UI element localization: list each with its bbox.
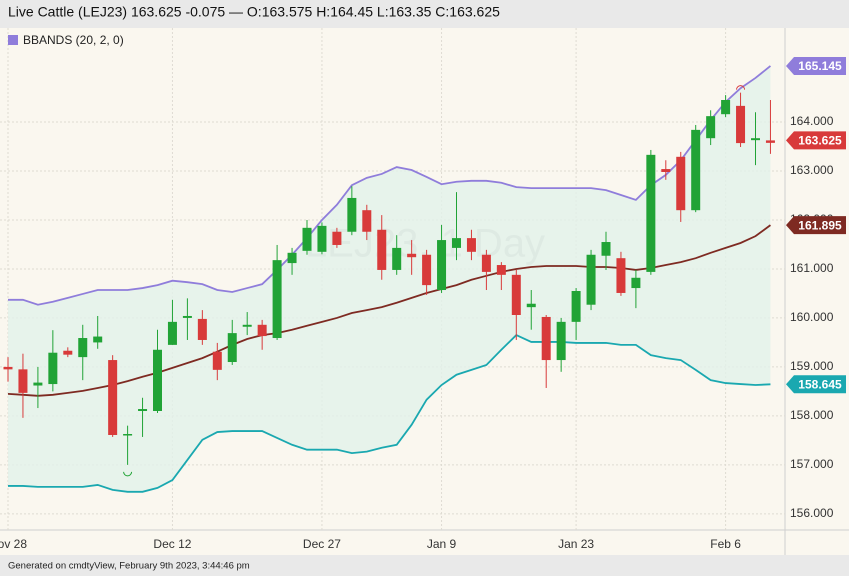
candle-body xyxy=(347,197,357,232)
legend-swatch xyxy=(8,35,18,45)
candle-body xyxy=(138,409,148,411)
candle-body xyxy=(765,140,775,143)
candle-body xyxy=(466,238,476,252)
band-line xyxy=(8,334,771,493)
candle-body xyxy=(511,274,521,315)
candle-body xyxy=(287,252,297,264)
x-tick-label: Jan 23 xyxy=(558,537,594,551)
y-tick-label: 161.000 xyxy=(790,261,834,275)
candle-body xyxy=(93,336,103,343)
value-flag xyxy=(786,375,846,394)
candle-body xyxy=(48,352,58,385)
candle-body xyxy=(377,229,387,270)
y-tick-label: 157.000 xyxy=(790,457,834,471)
candle-body xyxy=(571,290,581,322)
value-flag xyxy=(786,216,846,235)
value-flag xyxy=(786,56,846,75)
candle-body xyxy=(33,382,43,386)
candle-body xyxy=(661,169,671,172)
x-tick-label: Dec 12 xyxy=(153,537,191,551)
chart-title: Live Cattle (LEJ23) 163.625 -0.075 — O:1… xyxy=(8,4,500,20)
candle-body xyxy=(586,254,596,305)
y-tick-label: 163.000 xyxy=(790,163,834,177)
x-tick-label: Feb 6 xyxy=(710,537,741,551)
y-tick-label: 158.000 xyxy=(790,408,834,422)
candle-body xyxy=(362,210,372,232)
candle-body xyxy=(3,366,13,370)
candle-body xyxy=(751,138,760,141)
candle-body xyxy=(63,350,73,355)
candle-body xyxy=(182,315,192,318)
candle-body xyxy=(601,242,611,256)
candle-body xyxy=(227,333,237,363)
value-label: 158.645 xyxy=(798,377,842,391)
candle-body xyxy=(526,303,536,308)
candle-body xyxy=(452,238,461,248)
candle-body xyxy=(272,260,282,339)
candle-body xyxy=(422,254,432,286)
candle-body xyxy=(646,154,656,272)
candle-body xyxy=(332,231,342,245)
value-flag xyxy=(786,131,846,150)
low-marker xyxy=(123,471,133,477)
candle-body xyxy=(317,225,327,252)
candle-body xyxy=(123,434,133,436)
candle-body xyxy=(153,349,162,411)
value-label: 163.625 xyxy=(798,134,842,148)
candle-body xyxy=(197,318,207,340)
y-tick-label: 160.000 xyxy=(790,310,834,324)
y-tick-label: 159.000 xyxy=(790,359,834,373)
candle-body xyxy=(676,156,686,211)
band-fill xyxy=(8,65,771,492)
band-line xyxy=(7,224,771,397)
candle-body xyxy=(212,351,222,370)
header-bar xyxy=(0,0,849,28)
footer-bar xyxy=(0,555,849,576)
x-tick-label: Nov 28 xyxy=(0,537,27,551)
candle-body xyxy=(736,105,746,144)
x-tick-label: Dec 27 xyxy=(303,537,341,551)
x-tick-label: Jan 9 xyxy=(427,537,457,551)
candle-body xyxy=(437,240,447,291)
candle-body xyxy=(392,247,402,270)
candle-body xyxy=(631,277,641,289)
candle-body xyxy=(302,227,312,251)
y-tick-label: 156.000 xyxy=(790,506,834,520)
legend-label: BBANDS (20, 2, 0) xyxy=(23,33,124,47)
candle-body xyxy=(167,321,177,345)
high-marker xyxy=(736,85,746,90)
candle-body xyxy=(616,258,626,293)
candle-body xyxy=(257,324,267,337)
candle-body xyxy=(78,338,88,358)
candle-body xyxy=(407,253,417,258)
y-tick-label: 164.000 xyxy=(790,114,834,128)
candle-body xyxy=(242,324,252,327)
footer: Generated on cmdtyView, February 9th 202… xyxy=(8,561,250,572)
candle-body xyxy=(496,265,506,275)
value-label: 161.895 xyxy=(798,218,842,232)
candle-body xyxy=(481,254,491,272)
band-line xyxy=(8,65,772,306)
candle-body xyxy=(18,369,28,393)
value-label: 165.145 xyxy=(798,59,842,73)
candle-body xyxy=(691,129,701,211)
candle-body xyxy=(706,116,716,139)
candle-body xyxy=(721,99,731,115)
candle-body xyxy=(556,321,566,361)
candle-body xyxy=(541,316,551,361)
candle-body xyxy=(108,360,118,435)
